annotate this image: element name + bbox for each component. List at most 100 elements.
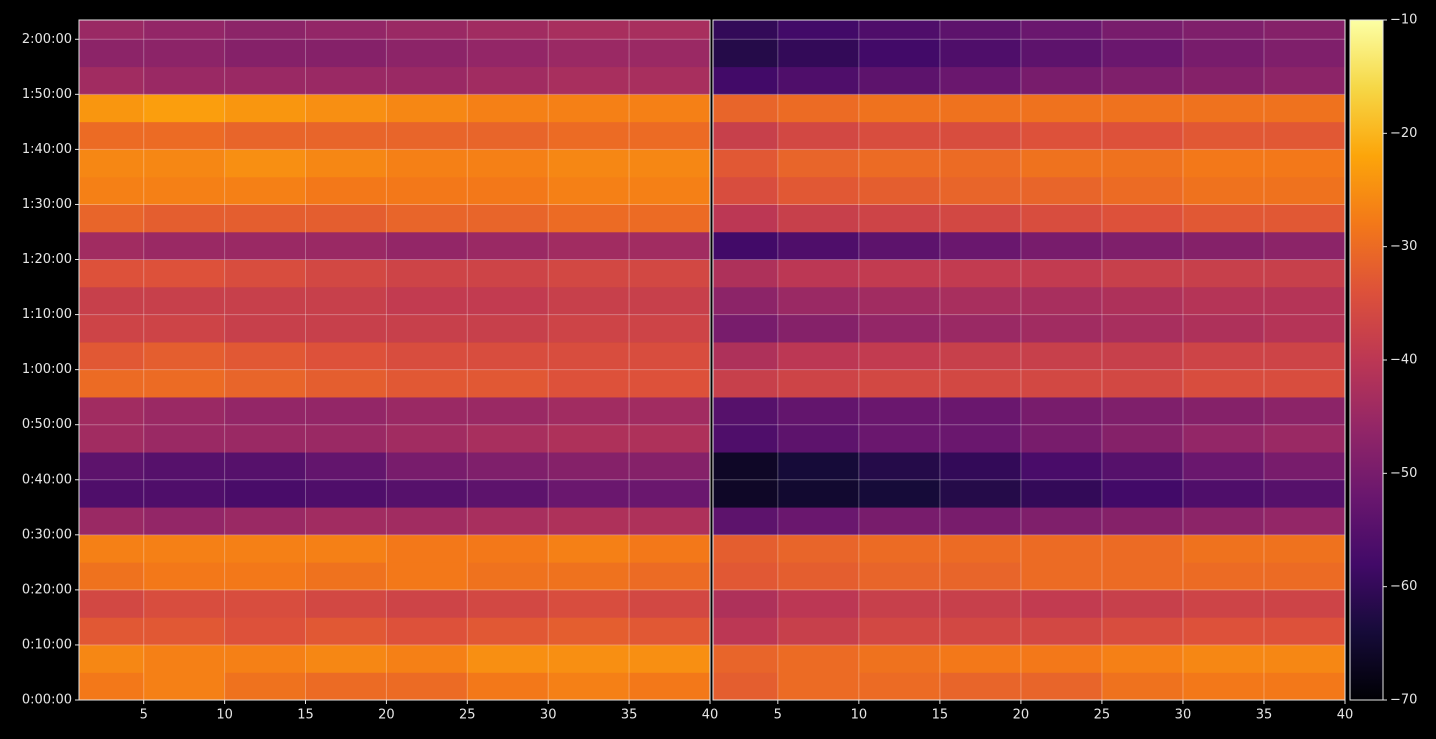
heatmap-cell — [629, 397, 711, 425]
heatmap-cell — [713, 424, 779, 453]
heatmap-cell — [305, 672, 387, 701]
x-tick-label: 5 — [774, 708, 782, 723]
heatmap-cell — [1182, 314, 1265, 343]
heatmap-cell — [224, 397, 306, 425]
heatmap-cell — [777, 20, 860, 40]
heatmap-cell — [224, 507, 306, 536]
heatmap-cell — [713, 342, 779, 370]
heatmap-cell — [548, 342, 630, 370]
heatmap-cell — [79, 534, 145, 563]
heatmap-cell — [858, 562, 941, 591]
heatmap-cell — [1263, 589, 1346, 618]
heatmap-cell — [467, 617, 549, 646]
x-tick-label: 15 — [932, 708, 949, 723]
heatmap-cell — [386, 20, 468, 40]
heatmap-cell — [939, 20, 1022, 40]
heatmap-cell — [79, 149, 145, 178]
heatmap-cell — [939, 314, 1022, 343]
heatmap-cell — [79, 397, 145, 425]
x-tick-label: 20 — [1013, 708, 1030, 723]
heatmap-cell — [1263, 259, 1346, 288]
heatmap-cell — [858, 39, 941, 68]
heatmap-cell — [1020, 672, 1103, 701]
heatmap-cell — [858, 589, 941, 618]
heatmap-cell — [79, 672, 145, 701]
heatmap-cell — [386, 397, 468, 425]
heatmap-cell — [858, 66, 941, 95]
heatmap-cell — [548, 589, 630, 618]
heatmap-cell — [143, 149, 225, 178]
heatmap-cell — [1263, 287, 1346, 315]
heatmap-cell — [858, 397, 941, 425]
heatmap-cell — [777, 617, 860, 646]
x-tick-label: 25 — [459, 708, 476, 723]
heatmap-cell — [939, 259, 1022, 288]
heatmap-cell — [143, 121, 225, 150]
heatmap-cell — [939, 644, 1022, 673]
heatmap-cell — [713, 644, 779, 673]
heatmap-cell — [939, 342, 1022, 370]
y-tick-label: 2:00:00 — [22, 32, 72, 47]
x-tick-label: 35 — [1256, 708, 1273, 723]
heatmap-cell — [305, 562, 387, 591]
heatmap-cell — [1020, 424, 1103, 453]
heatmap-cell — [713, 231, 779, 260]
colorbar-tick-label: −60 — [1390, 579, 1417, 594]
heatmap-cell — [1182, 231, 1265, 260]
heatmap-cell — [548, 479, 630, 508]
heatmap-cell — [224, 20, 306, 40]
heatmap-cell — [713, 672, 779, 701]
heatmap-cell — [777, 479, 860, 508]
heatmap-cell — [713, 452, 779, 481]
heatmap-cell — [629, 672, 711, 701]
heatmap-cell — [713, 176, 779, 205]
heatmap-cell — [548, 231, 630, 260]
heatmap-cell — [548, 397, 630, 425]
heatmap-cell — [1101, 342, 1184, 370]
heatmap-cell — [1263, 534, 1346, 563]
heatmap-cell — [467, 369, 549, 398]
heatmap-cell — [224, 231, 306, 260]
heatmap-cell — [858, 452, 941, 481]
y-tick-label: 1:30:00 — [22, 197, 72, 212]
heatmap-cell — [1263, 369, 1346, 398]
heatmap-cell — [1182, 452, 1265, 481]
axes-frame — [712, 19, 1346, 701]
y-tick-label: 1:10:00 — [22, 307, 72, 322]
heatmap-cell — [79, 121, 145, 150]
heatmap-cell — [224, 452, 306, 481]
heatmap-cell — [629, 342, 711, 370]
heatmap-cell — [467, 507, 549, 536]
heatmap-cell — [467, 397, 549, 425]
heatmap-cell — [629, 314, 711, 343]
heatmap-cell — [224, 121, 306, 150]
heatmap-cell — [1263, 507, 1346, 536]
heatmap-cell — [1101, 479, 1184, 508]
heatmap-cell — [548, 507, 630, 536]
heatmap-cell — [713, 479, 779, 508]
heatmap-cell — [629, 149, 711, 178]
heatmap-cell — [548, 314, 630, 343]
heatmap-cell — [467, 479, 549, 508]
heatmap-cell — [629, 287, 711, 315]
heatmap-cell — [386, 176, 468, 205]
heatmap-cell — [467, 534, 549, 563]
heatmap-cell — [224, 589, 306, 618]
heatmap-cell — [386, 259, 468, 288]
heatmap-cell — [1182, 121, 1265, 150]
heatmap-cell — [713, 20, 779, 40]
y-tick-label: 0:20:00 — [22, 582, 72, 597]
colorbar-tick-label: −50 — [1390, 466, 1417, 481]
x-tick-label: 30 — [1175, 708, 1192, 723]
heatmap-cell — [548, 287, 630, 315]
heatmap-cell — [79, 39, 145, 68]
heatmap-cell — [1263, 94, 1346, 123]
heatmap-cell — [1182, 287, 1265, 315]
heatmap-cell — [939, 507, 1022, 536]
x-tick-label: 20 — [378, 708, 395, 723]
heatmap-cell — [224, 39, 306, 68]
heatmap-cell — [1101, 507, 1184, 536]
heatmap-cell — [224, 342, 306, 370]
heatmap-cell — [1182, 39, 1265, 68]
